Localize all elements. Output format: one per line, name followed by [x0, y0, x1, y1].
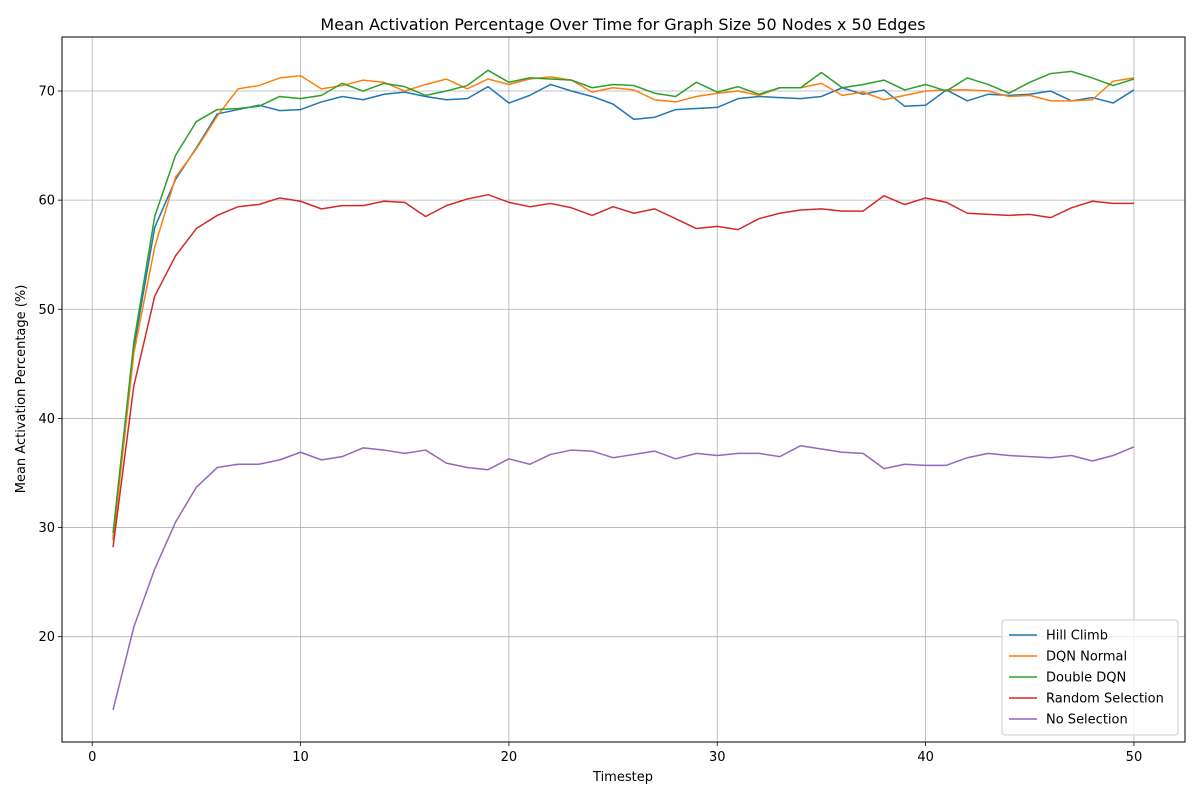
series-line-random-selection: [112, 193, 1134, 548]
legend-label: Double DQN: [1046, 671, 1126, 686]
legend-label: Hill Climb: [1046, 629, 1108, 644]
legend-label: No Selection: [1046, 713, 1128, 728]
legend: Hill Climb DQN Normal Double DQN Random Sel…: [1001, 619, 1179, 736]
series-line-double-dqn: [112, 69, 1135, 534]
y-tick-label: 60: [38, 194, 55, 209]
x-tick-label: 40: [917, 750, 934, 765]
y-tick-label: 70: [38, 85, 55, 100]
y-tick-label: 50: [38, 303, 55, 318]
x-tick-label: 50: [1126, 750, 1143, 765]
series-line-no-selection: [112, 444, 1135, 710]
chart-title: Mean Activation Percentage Over Time for…: [320, 15, 925, 34]
legend-label: DQN Normal: [1046, 650, 1127, 665]
x-tick-label: 0: [88, 750, 96, 765]
legend-box: [1001, 619, 1179, 736]
y-tick-label: 40: [38, 412, 55, 427]
y-axis-ticks: 20 30 40 50 60 70: [38, 85, 62, 645]
y-tick-label: 30: [38, 521, 55, 536]
x-tick-label: 30: [709, 750, 726, 765]
x-axis-label: Timestep: [592, 770, 653, 785]
series-lines: [112, 69, 1135, 710]
x-tick-label: 20: [501, 750, 518, 765]
grid-lines: [62, 37, 1185, 742]
series-line-dqn-normal: [112, 74, 1135, 541]
y-axis-label: Mean Activation Percentage (%): [14, 285, 29, 494]
x-axis-ticks: 0 10 20 30 40 50: [88, 742, 1142, 765]
plot-frame: [61, 36, 1186, 743]
series-line-hill-climb: [112, 83, 1135, 539]
x-tick-label: 10: [292, 750, 309, 765]
legend-label: Random Selection: [1046, 692, 1164, 707]
y-tick-label: 20: [38, 630, 55, 645]
